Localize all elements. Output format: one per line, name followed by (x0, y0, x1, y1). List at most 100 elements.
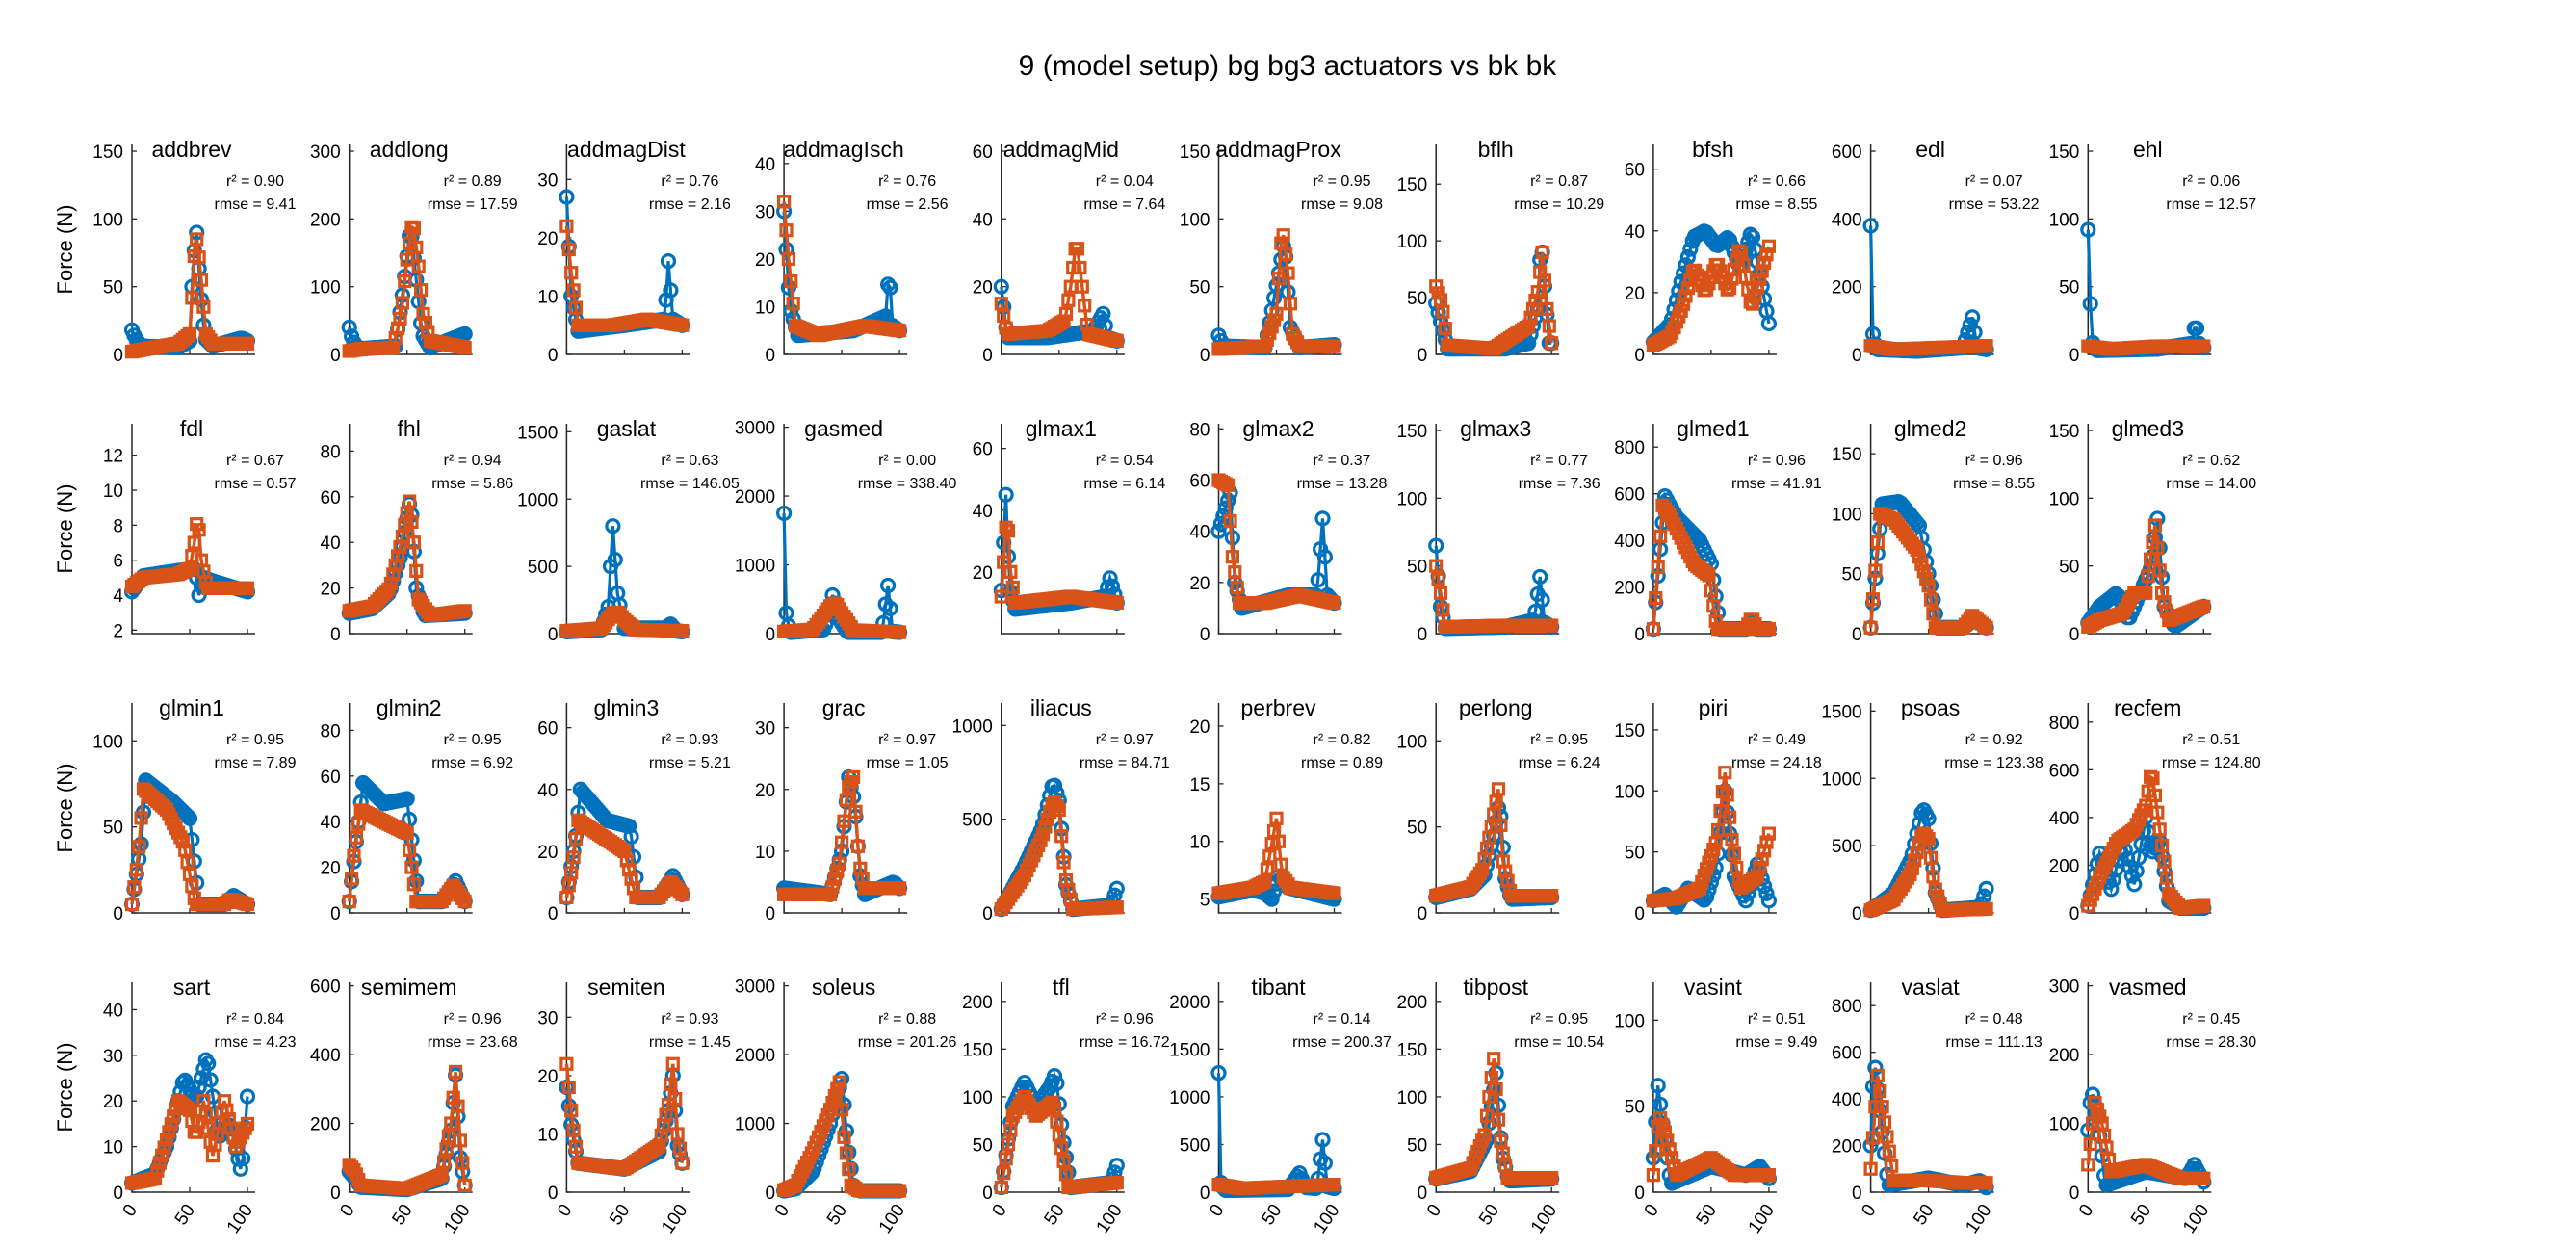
x-tick-label: 0 (119, 1201, 142, 1221)
x-tick-label: 100 (875, 1201, 909, 1237)
y-tick-label: 40 (103, 1001, 123, 1021)
exp-series-point (192, 523, 206, 537)
exp-series-markers (1646, 498, 1777, 637)
rmse-label: rmse = 9.41 (215, 196, 297, 213)
exp-series-point (1733, 246, 1749, 260)
exp-series-point (2150, 540, 2165, 556)
y-tick-label: 20 (973, 278, 993, 299)
sim-series-point (1682, 241, 1699, 257)
y-tick-label: 20 (537, 843, 558, 863)
y-tick-label: 30 (103, 1047, 123, 1067)
exp-series-point (675, 624, 690, 638)
y-tick-label: 200 (1832, 1137, 1862, 1158)
x-tick-label: 50 (1258, 1201, 1286, 1229)
y-tick-label: 500 (1832, 837, 1862, 857)
exp-series-point (566, 283, 581, 298)
y-tick-label: 100 (1832, 505, 1862, 525)
subplot-title: soleus (812, 975, 875, 1000)
y-tick-label: 200 (310, 210, 341, 230)
exp-series-point (1926, 607, 1940, 621)
sim-series-point (1960, 325, 1976, 341)
y-axis-label: Force (N) (53, 484, 77, 574)
y-tick-label: 0 (766, 346, 776, 366)
r2-label: r² = 0.95 (444, 732, 502, 748)
exp-series-point (403, 843, 417, 857)
y-axis-label: Force (N) (53, 764, 77, 853)
exp-series-point (1001, 524, 1016, 538)
exp-series-point (134, 811, 148, 825)
rmse-label: rmse = 7.36 (1519, 476, 1600, 492)
exp-series-point (406, 877, 421, 892)
y-tick-label: 150 (92, 143, 123, 163)
figure-title: 9 (model setup) bg bg3 actuators vs bk b… (1019, 50, 1558, 82)
exp-series-point (1865, 592, 1881, 607)
subplot-title: addmagProx (1215, 137, 1341, 162)
exp-series-point (196, 299, 211, 314)
exp-series-point (1756, 255, 1772, 270)
y-tick-label: 100 (1396, 232, 1427, 252)
y-tick-label: 20 (1189, 574, 1210, 594)
subplot-title: semimem (361, 975, 457, 1000)
r2-label: r² = 0.93 (661, 1011, 718, 1028)
subplot-title: recfem (2114, 695, 2181, 720)
exp-series-point (1545, 336, 1559, 351)
sim-series-point (2189, 320, 2205, 336)
y-tick-label: 20 (1625, 284, 1645, 304)
exp-series-point (1540, 301, 1554, 316)
x-tick-label: 0 (1641, 1201, 1663, 1221)
y-tick-label: 10 (537, 1125, 558, 1145)
y-tick-label: 20 (973, 563, 993, 584)
exp-series-point (1649, 590, 1663, 606)
exp-series-markers (1863, 826, 1993, 918)
y-tick-label: 40 (755, 155, 775, 175)
r2-label: r² = 0.88 (878, 1011, 936, 1028)
exp-series-point (409, 563, 424, 578)
exp-series-point (1731, 244, 1746, 258)
y-tick-label: 100 (2049, 1115, 2080, 1135)
y-tick-label: 800 (1614, 438, 1645, 458)
rmse-label: rmse = 14.00 (2166, 476, 2256, 492)
exp-series-markers (342, 1064, 472, 1196)
exp-series-point (784, 273, 798, 289)
exp-series-point (1651, 560, 1665, 575)
exp-series-point (192, 250, 206, 265)
exp-series-markers (994, 242, 1124, 349)
exp-series-point (406, 221, 421, 236)
y-tick-label: 40 (1625, 222, 1645, 243)
exp-series-markers (1646, 239, 1777, 352)
y-tick-label: 300 (310, 143, 341, 163)
exp-series-point (416, 306, 430, 321)
exp-series-point (1736, 257, 1751, 273)
x-tick-label: 0 (554, 1201, 576, 1221)
sim-series-point (2080, 221, 2096, 238)
exp-series-point (1761, 622, 1777, 637)
subplot-title: addmagDist (567, 137, 686, 162)
r2-label: r² = 0.97 (878, 732, 936, 748)
exp-series-markers (1429, 245, 1559, 356)
y-tick-label: 400 (1832, 1090, 1862, 1110)
subplot-title: semiten (587, 975, 665, 1000)
rmse-label: rmse = 24.18 (1731, 755, 1822, 771)
rmse-label: rmse = 1.05 (867, 755, 949, 771)
y-tick-label: 1500 (517, 423, 558, 443)
y-tick-label: 200 (2049, 1046, 2080, 1066)
exp-series-point (1870, 534, 1885, 550)
y-tick-label: 50 (1407, 289, 1427, 309)
rmse-label: rmse = 12.57 (2166, 196, 2256, 213)
subplot-title: gasmed (804, 416, 883, 441)
exp-series-point (1225, 550, 1240, 564)
y-tick-label: 30 (755, 719, 775, 740)
rmse-label: rmse = 201.26 (858, 1034, 957, 1051)
y-tick-label: 1000 (517, 490, 558, 510)
x-tick-label: 50 (1041, 1201, 1069, 1229)
exp-series-point (781, 251, 796, 267)
r2-label: r² = 0.67 (226, 453, 284, 469)
exp-series-point (1977, 618, 1991, 633)
exp-series-point (1750, 280, 1765, 295)
